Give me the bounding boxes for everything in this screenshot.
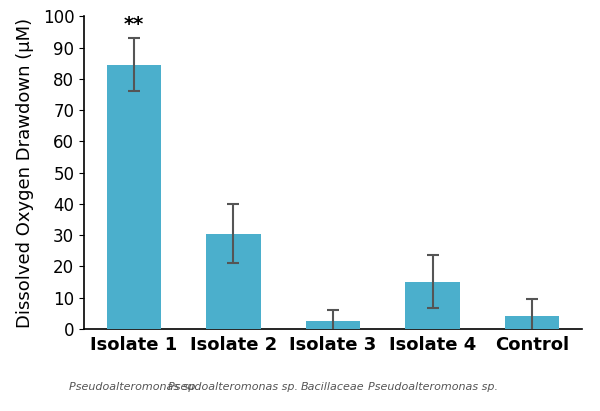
Y-axis label: Dissolved Oxygen Drawdown (μM): Dissolved Oxygen Drawdown (μM) [16,18,34,328]
Bar [206,233,261,329]
Text: Pseudoalteromonas sp.: Pseudoalteromonas sp. [368,382,497,392]
Bar [107,65,161,329]
Bar [405,282,460,329]
Text: Pseudoalteromonas sp.: Pseudoalteromonas sp. [69,382,199,392]
Text: Pseudoalteromonas sp.: Pseudoalteromonas sp. [169,382,298,392]
Text: **: ** [124,15,144,34]
Text: Bacillaceae: Bacillaceae [301,382,365,392]
Bar [505,316,559,329]
Bar [305,321,361,329]
